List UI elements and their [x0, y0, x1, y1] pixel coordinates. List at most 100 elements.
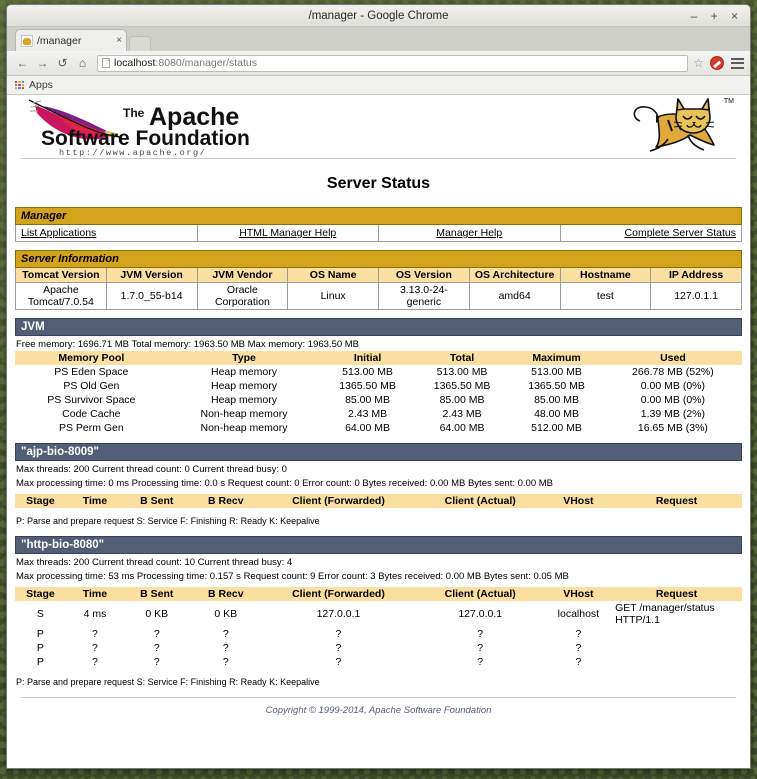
ajp-processing-line: Max processing time: 0 ms Processing tim…: [16, 478, 553, 489]
cell-b-sent: ?: [124, 641, 190, 655]
col-client-actual: Client (Actual): [414, 587, 546, 601]
cell-memory-pool: Code Cache: [15, 407, 168, 421]
col-client-forwarded: Client (Forwarded): [262, 587, 415, 601]
cell-stage: S: [15, 601, 66, 627]
col-vhost: VHost: [545, 494, 612, 508]
cell-total: 2.43 MB: [414, 407, 510, 421]
ajp-connector-header-table: "ajp-bio-8009": [15, 443, 742, 461]
link-complete-server-status[interactable]: Complete Server Status: [624, 227, 736, 239]
col-type: Type: [167, 351, 321, 365]
adblock-extension-icon[interactable]: [710, 56, 724, 70]
bookmark-star-icon[interactable]: ☆: [693, 56, 704, 70]
cell-maximum: 512.00 MB: [509, 421, 604, 435]
apache-software-foundation-logo: The Apache Software Foundation http://ww…: [28, 99, 250, 157]
cell-b-recv: ?: [189, 641, 263, 655]
url-path: :8080/manager/status: [155, 57, 258, 69]
new-tab-button[interactable]: [129, 36, 151, 51]
tab-manager[interactable]: /manager ×: [15, 29, 127, 51]
table-row: Code Cache Non-heap memory 2.43 MB 2.43 MB 4…: [15, 407, 742, 421]
server-info-header-row: Tomcat Version JVM Version JVM Vendor OS…: [15, 267, 742, 283]
apache-tomcat-logo: [633, 98, 715, 152]
cell-used: 0.00 MB (0%): [603, 393, 742, 407]
cell-type: Non-heap memory: [167, 407, 321, 421]
link-manager-help[interactable]: Manager Help: [436, 227, 503, 239]
table-row: PS Perm Gen Non-heap memory 64.00 MB 64.00 …: [15, 421, 742, 435]
server-info-value-row: Apache Tomcat/7.0.54 1.7.0_55-b14 Oracle…: [15, 282, 742, 310]
manager-section-title: Manager: [15, 207, 742, 225]
val-jvm-version: 1.7.0_55-b14: [105, 282, 198, 310]
table-row: P??????: [15, 655, 742, 669]
cell-client-actual: 127.0.0.1: [414, 601, 546, 627]
http-request-table: Stage Time B Sent B Recv Client (Forward…: [15, 587, 742, 669]
ajp-connector-title: "ajp-bio-8009": [15, 443, 742, 461]
bookmarks-bar: Apps: [7, 76, 750, 95]
table-row: PS Survivor Space Heap memory 85.00 MB 85.0…: [15, 393, 742, 407]
server-information-section-title: Server Information: [15, 250, 742, 268]
col-tomcat-version: Tomcat Version: [15, 267, 107, 283]
cell-maximum: 1365.50 MB: [509, 379, 604, 393]
link-html-manager-help[interactable]: HTML Manager Help: [239, 227, 337, 239]
cell-request: GET /manager/status HTTP/1.1: [611, 601, 742, 627]
jvm-section-header-row: JVM: [15, 318, 742, 336]
hamburger-menu-icon[interactable]: [731, 57, 744, 69]
col-initial: Initial: [320, 351, 415, 365]
cell-type: Non-heap memory: [167, 421, 321, 435]
cell-used: 266.78 MB (52%): [603, 365, 742, 379]
back-icon[interactable]: ←: [16, 56, 29, 70]
address-bar[interactable]: localhost:8080/manager/status: [97, 54, 689, 72]
cell-initial: 85.00 MB: [320, 393, 415, 407]
maximize-button[interactable]: +: [710, 9, 720, 23]
forward-icon[interactable]: →: [36, 56, 49, 70]
close-button[interactable]: ×: [730, 9, 740, 23]
val-os-architecture: amd64: [468, 282, 561, 310]
http-threads-line: Max threads: 200 Current thread count: 1…: [16, 557, 293, 568]
val-ip-address: 127.0.1.1: [650, 282, 742, 310]
col-b-sent: B Sent: [124, 494, 190, 508]
http-section-header-row: "http-bio-8080": [15, 536, 742, 554]
cell-total: 64.00 MB: [414, 421, 510, 435]
cell-client-actual: ?: [414, 641, 546, 655]
page-viewport[interactable]: The Apache Software Foundation http://ww…: [7, 95, 750, 768]
window-titlebar: /manager - Google Chrome – + ×: [7, 5, 750, 27]
ajp-section-header-row: "ajp-bio-8009": [15, 443, 742, 461]
reload-icon[interactable]: ↺: [57, 56, 68, 70]
browser-toolbar: ← → ↺ ⌂ localhost:8080/manager/status ☆: [7, 51, 750, 76]
cell-b-sent: 0 KB: [124, 601, 190, 627]
cell-client-forwarded: ?: [262, 655, 415, 669]
link-list-applications[interactable]: List Applications: [21, 227, 97, 239]
cell-initial: 1365.50 MB: [320, 379, 415, 393]
cell-vhost: localhost: [545, 601, 612, 627]
home-icon[interactable]: ⌂: [78, 56, 87, 70]
cell-request: [611, 627, 742, 641]
http-connector-title: "http-bio-8080": [15, 536, 742, 554]
col-b-recv: B Recv: [189, 587, 263, 601]
cell-request: [611, 641, 742, 655]
manager-link-cell-0: List Applications: [15, 224, 198, 242]
tab-close-icon[interactable]: ×: [116, 35, 122, 46]
manager-link-cell-1: HTML Manager Help: [196, 224, 379, 242]
cell-memory-pool: PS Old Gen: [15, 379, 168, 393]
cell-initial: 64.00 MB: [320, 421, 415, 435]
cell-client-actual: ?: [414, 627, 546, 641]
cell-b-recv: 0 KB: [189, 601, 263, 627]
table-row: P??????: [15, 627, 742, 641]
val-tomcat-version: Apache Tomcat/7.0.54: [15, 282, 107, 310]
cell-client-forwarded: ?: [262, 627, 415, 641]
manager-link-cell-3: Complete Server Status: [559, 224, 742, 242]
apps-grid-icon[interactable]: [15, 80, 24, 90]
cell-maximum: 48.00 MB: [509, 407, 604, 421]
cell-stage: P: [15, 655, 66, 669]
cell-time: ?: [65, 655, 125, 669]
cell-type: Heap memory: [167, 379, 321, 393]
cell-time: ?: [65, 641, 125, 655]
minimize-button[interactable]: –: [690, 9, 700, 23]
http-stage-legend: P: Parse and prepare request S: Service …: [16, 677, 320, 687]
ajp-request-header-row: Stage Time B Sent B Recv Client (Forward…: [15, 494, 742, 508]
cell-b-sent: ?: [124, 627, 190, 641]
cell-client-forwarded: ?: [262, 641, 415, 655]
cell-type: Heap memory: [167, 393, 321, 407]
server-information-table: Server Information Tomcat Version JVM Ve…: [15, 250, 742, 310]
cell-vhost: ?: [545, 627, 612, 641]
apps-bookmark-label[interactable]: Apps: [29, 79, 53, 91]
